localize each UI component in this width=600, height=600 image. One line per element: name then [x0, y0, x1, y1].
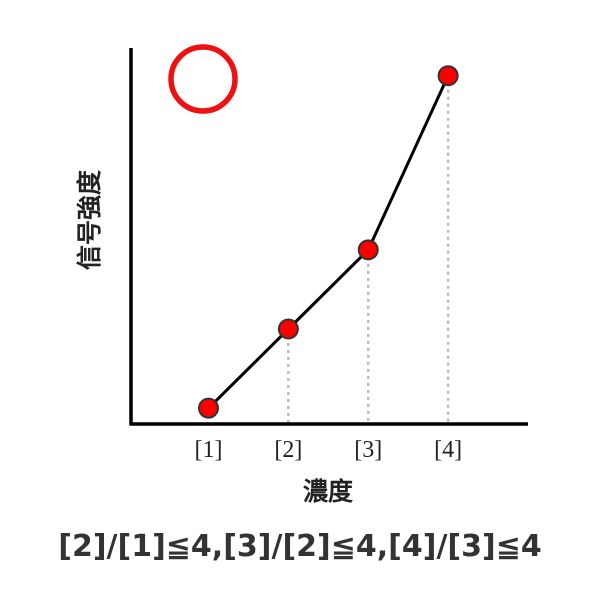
- x-axis-label: 濃度: [303, 477, 353, 506]
- data-points: [197, 65, 459, 419]
- data-point: [277, 318, 299, 340]
- x-tick-label: [1]: [194, 437, 222, 463]
- x-tick-labels: [1] [2] [3] [4]: [194, 437, 462, 463]
- y-axis-label: 信号強度: [75, 170, 104, 270]
- correct-circle-icon: [168, 44, 238, 114]
- series-line: [207, 75, 450, 410]
- x-tick-label: [4]: [434, 437, 462, 463]
- data-point: [437, 65, 459, 87]
- x-tick-label: [2]: [274, 437, 302, 463]
- x-tick-label: [3]: [354, 437, 382, 463]
- ratio-formula: [2]/[1]≦4,[3]/[2]≦4,[4]/[3]≦4: [58, 529, 541, 564]
- data-point: [197, 397, 219, 419]
- data-point: [357, 239, 379, 261]
